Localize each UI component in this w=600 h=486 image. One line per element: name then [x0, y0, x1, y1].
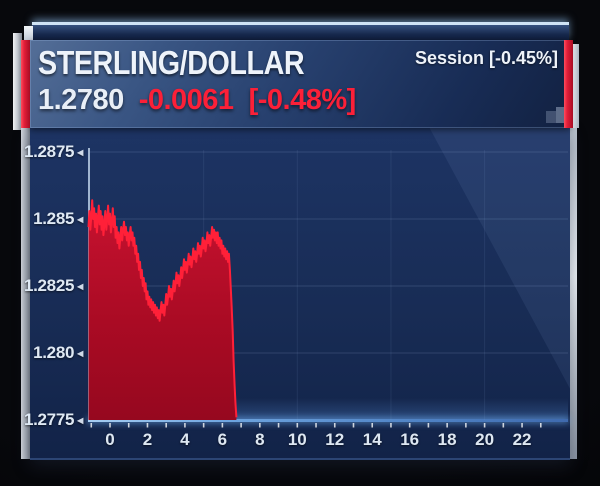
y-axis-tick-label: 1.2775 ◀ — [19, 410, 83, 430]
x-axis-glow-band — [88, 398, 568, 419]
price-change-percent: [-0.48%] — [248, 84, 357, 116]
left-arrow-tick-icon: ◀ — [77, 349, 83, 358]
quote-header: STERLING/DOLLAR Session [-0.45%] 1.2780 … — [30, 40, 570, 128]
header-red-bar-left — [21, 40, 30, 128]
x-axis-tick-label: 18 — [437, 430, 457, 449]
x-axis-tick-label: 16 — [400, 430, 420, 449]
x-axis-tick-label: 20 — [475, 430, 495, 449]
price-change: -0.0061 — [138, 84, 234, 116]
left-arrow-tick-icon: ◀ — [77, 215, 83, 224]
x-axis-tick-label: 4 — [180, 430, 190, 449]
left-edge-highlight-chart — [21, 128, 30, 459]
header-top-bevel — [32, 22, 569, 41]
x-axis-tick-label: 12 — [325, 430, 345, 449]
signal-square-small — [546, 111, 556, 123]
y-tick-text: 1.2875 — [23, 142, 75, 161]
left-arrow-tick-icon: ◀ — [77, 148, 83, 157]
left-arrow-tick-icon: ◀ — [77, 282, 83, 291]
y-axis-tick-label: 1.280 ◀ — [19, 343, 83, 363]
x-axis-tick-label: 2 — [142, 430, 153, 449]
y-tick-text: 1.2775 — [23, 410, 75, 429]
bevel-left-notch — [24, 26, 33, 40]
x-axis-tick-label: 0 — [105, 430, 115, 449]
y-axis-line — [88, 148, 90, 420]
left-arrow-tick-icon: ◀ — [77, 416, 83, 425]
header-red-bar-right — [564, 40, 573, 128]
x-axis-tick-label: 6 — [217, 430, 228, 449]
instrument-title: STERLING/DOLLAR — [38, 44, 305, 81]
y-axis-tick-label: 1.285 ◀ — [19, 209, 83, 229]
x-axis-line — [88, 419, 568, 422]
y-tick-text: 1.285 — [33, 209, 75, 228]
x-axis-tick-label: 22 — [512, 430, 532, 449]
session-change-label: Session [-0.45%] — [414, 48, 558, 68]
x-axis-tick-label: 8 — [255, 430, 265, 449]
y-tick-text: 1.280 — [33, 343, 75, 362]
y-axis-tick-label: 1.2825 ◀ — [19, 276, 83, 296]
y-axis-tick-label: 1.2875 ◀ — [19, 142, 83, 162]
left-edge-highlight-header — [13, 33, 22, 130]
x-axis-tick-label: 10 — [287, 430, 307, 449]
quote-row: 1.2780 -0.0061 [-0.48%] — [38, 84, 356, 117]
x-axis-tick-label: 14 — [362, 430, 382, 449]
last-price: 1.2780 — [38, 84, 124, 116]
right-edge-highlight-header — [573, 44, 579, 128]
y-tick-text: 1.2825 — [23, 276, 75, 295]
right-edge-highlight-chart — [570, 128, 577, 459]
